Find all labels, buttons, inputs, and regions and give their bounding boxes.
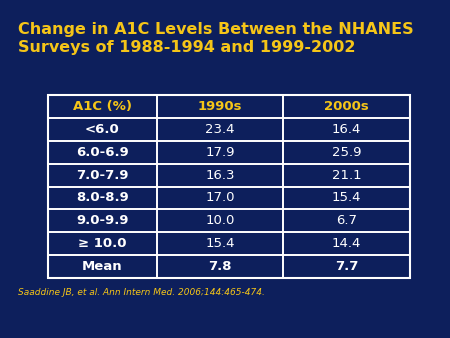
- Bar: [284, 164, 410, 187]
- Bar: [48, 95, 157, 118]
- Text: 8.0-8.9: 8.0-8.9: [76, 191, 129, 204]
- Text: 15.4: 15.4: [205, 237, 235, 250]
- Text: 10.0: 10.0: [205, 214, 234, 227]
- Text: 17.0: 17.0: [205, 191, 235, 204]
- Text: 14.4: 14.4: [332, 237, 361, 250]
- Bar: [48, 141, 157, 164]
- Text: 7.8: 7.8: [208, 260, 232, 273]
- Bar: [157, 255, 284, 278]
- Text: 25.9: 25.9: [332, 146, 361, 159]
- Text: 15.4: 15.4: [332, 191, 361, 204]
- Bar: [48, 164, 157, 187]
- Bar: [284, 255, 410, 278]
- Text: 21.1: 21.1: [332, 169, 361, 182]
- Text: Saaddine JB, et al. Ann Intern Med. 2006;144:465-474.: Saaddine JB, et al. Ann Intern Med. 2006…: [18, 288, 265, 297]
- Bar: [284, 232, 410, 255]
- Text: A1C (%): A1C (%): [73, 100, 132, 113]
- Text: 16.3: 16.3: [205, 169, 235, 182]
- Text: 7.7: 7.7: [335, 260, 358, 273]
- Text: 6.7: 6.7: [336, 214, 357, 227]
- Bar: [157, 95, 284, 118]
- Bar: [284, 95, 410, 118]
- Bar: [284, 187, 410, 209]
- Bar: [48, 255, 157, 278]
- Bar: [157, 164, 284, 187]
- Text: Mean: Mean: [82, 260, 122, 273]
- Bar: [48, 232, 157, 255]
- Bar: [284, 209, 410, 232]
- Bar: [48, 118, 157, 141]
- Bar: [157, 187, 284, 209]
- Text: 17.9: 17.9: [205, 146, 235, 159]
- Text: <6.0: <6.0: [85, 123, 120, 136]
- Text: 6.0-6.9: 6.0-6.9: [76, 146, 129, 159]
- Bar: [48, 187, 157, 209]
- Bar: [284, 141, 410, 164]
- Text: 23.4: 23.4: [205, 123, 235, 136]
- Text: 9.0-9.9: 9.0-9.9: [76, 214, 129, 227]
- Text: 2000s: 2000s: [324, 100, 369, 113]
- Bar: [284, 118, 410, 141]
- Bar: [157, 232, 284, 255]
- Text: 16.4: 16.4: [332, 123, 361, 136]
- Bar: [157, 118, 284, 141]
- Bar: [48, 95, 410, 278]
- Bar: [157, 209, 284, 232]
- Bar: [48, 209, 157, 232]
- Text: Change in A1C Levels Between the NHANES
Surveys of 1988-1994 and 1999-2002: Change in A1C Levels Between the NHANES …: [18, 22, 414, 55]
- Text: 7.0-7.9: 7.0-7.9: [76, 169, 129, 182]
- Bar: [157, 141, 284, 164]
- Text: 1990s: 1990s: [198, 100, 242, 113]
- Text: ≥ 10.0: ≥ 10.0: [78, 237, 126, 250]
